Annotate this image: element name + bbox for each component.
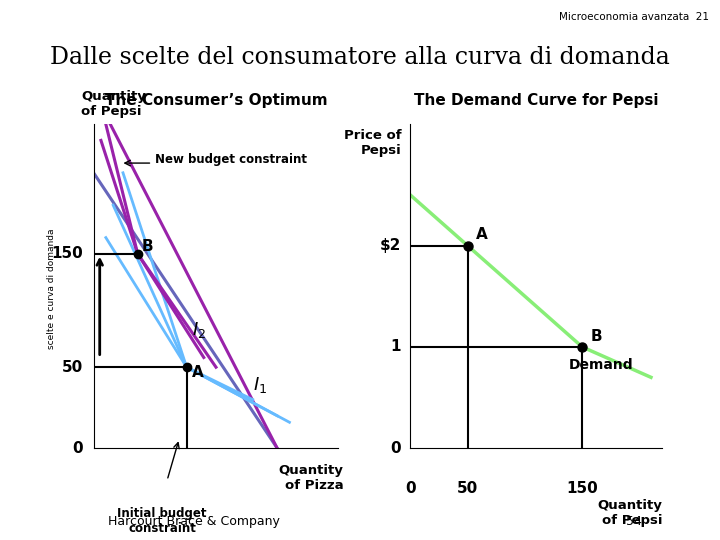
Text: 150: 150 bbox=[51, 246, 83, 261]
Text: B: B bbox=[590, 329, 602, 344]
Text: 0: 0 bbox=[391, 441, 401, 456]
Text: B: B bbox=[141, 239, 153, 254]
Text: Quantity
of Pizza: Quantity of Pizza bbox=[279, 464, 343, 492]
Text: A: A bbox=[192, 365, 203, 380]
Text: Demand: Demand bbox=[569, 358, 634, 372]
Text: 1: 1 bbox=[391, 340, 401, 354]
Text: 150: 150 bbox=[567, 481, 598, 496]
Text: 54: 54 bbox=[626, 515, 642, 528]
Text: $I_2$: $I_2$ bbox=[192, 320, 206, 340]
Text: Initial budget
constraint: Initial budget constraint bbox=[117, 507, 207, 535]
Text: Price of
Pepsi: Price of Pepsi bbox=[343, 129, 401, 157]
Text: 50: 50 bbox=[61, 360, 83, 375]
Text: The Consumer’s Optimum: The Consumer’s Optimum bbox=[104, 93, 328, 108]
Text: 0: 0 bbox=[405, 481, 415, 496]
Text: $2: $2 bbox=[380, 238, 401, 253]
Text: New budget constraint: New budget constraint bbox=[155, 153, 307, 166]
Text: Microeconomia avanzata  21: Microeconomia avanzata 21 bbox=[559, 12, 709, 22]
Text: 50: 50 bbox=[457, 481, 478, 496]
Text: Harcourt Brace & Company: Harcourt Brace & Company bbox=[109, 515, 280, 528]
Text: scelte e curva di domanda: scelte e curva di domanda bbox=[48, 228, 56, 349]
Text: Dalle scelte del consumatore alla curva di domanda: Dalle scelte del consumatore alla curva … bbox=[50, 46, 670, 69]
Text: 0: 0 bbox=[72, 441, 83, 456]
Text: The Demand Curve for Pepsi: The Demand Curve for Pepsi bbox=[414, 93, 659, 108]
Text: Quantity
of Pepsi: Quantity of Pepsi bbox=[598, 499, 662, 527]
Text: A: A bbox=[476, 227, 487, 241]
Text: $I_1$: $I_1$ bbox=[253, 375, 267, 395]
Text: Quantity
of Pepsi: Quantity of Pepsi bbox=[81, 90, 146, 118]
